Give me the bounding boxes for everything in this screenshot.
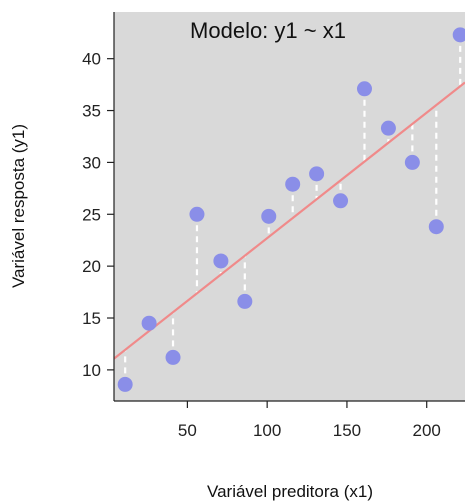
data-point-8: [285, 176, 301, 192]
data-point-11: [356, 81, 372, 97]
data-point-2: [141, 315, 157, 331]
data-point-3: [165, 349, 181, 365]
x-tick-label-200: 200: [413, 421, 441, 440]
y-axis-label: Variável resposta (y1): [9, 124, 28, 288]
y-tick-label-30: 30: [82, 153, 101, 172]
data-point-4: [189, 206, 205, 222]
data-point-15: [452, 27, 465, 43]
x-tick-label-50: 50: [178, 421, 197, 440]
y-tick-label-15: 15: [82, 309, 101, 328]
y-tick-label-20: 20: [82, 257, 101, 276]
data-point-10: [333, 193, 349, 209]
chart-title: Modelo: y1 ~ x1: [190, 18, 346, 43]
x-tick-label-150: 150: [333, 421, 361, 440]
y-tick-label-10: 10: [82, 361, 101, 380]
data-point-14: [428, 219, 444, 235]
data-point-6: [237, 293, 253, 309]
y-tick-label-40: 40: [82, 50, 101, 69]
data-point-7: [261, 208, 277, 224]
regression-line: [114, 81, 465, 360]
y-tick-label-25: 25: [82, 205, 101, 224]
data-point-13: [404, 154, 420, 170]
y-tick-label-35: 35: [82, 102, 101, 121]
data-point-5: [213, 253, 229, 269]
y-axis-ticks: 10 15 20 25 30 35 40: [82, 50, 114, 380]
data-point-1: [117, 376, 133, 392]
plot-panel: [114, 12, 465, 401]
data-points: [117, 27, 465, 392]
x-axis-ticks: 50 100 150 200: [178, 401, 441, 440]
data-point-12: [380, 120, 396, 136]
x-axis-label: Variável preditora (x1): [207, 482, 373, 501]
data-point-9: [309, 166, 325, 182]
x-tick-label-100: 100: [253, 421, 281, 440]
